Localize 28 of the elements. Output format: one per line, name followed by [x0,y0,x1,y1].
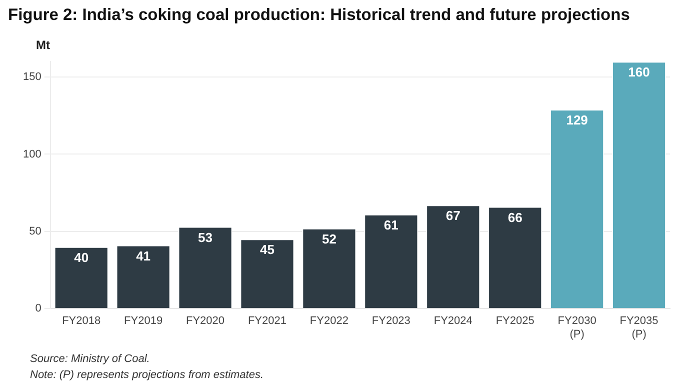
data-label: 45 [260,242,274,258]
y-tick-label: 100 [22,148,42,160]
data-label: 40 [74,250,89,265]
x-tick-label: FY2022 [310,315,348,328]
data-label: 53 [198,230,212,245]
y-tick-label: 150 [22,71,42,84]
text: Note: (P) represents projections from estimates. [30,368,264,383]
y-tick-label: 50 [29,225,42,238]
data-label: 66 [508,210,522,225]
data-label: 52 [322,231,336,246]
x-tick-label: FY2025 [496,315,534,328]
data-label: 61 [384,218,398,233]
x-tick-label: FY2020 [186,315,225,328]
x-tick-label: FY2030 (P) [558,315,596,340]
x-tick-label: FY2019 [124,315,163,328]
data-label: 129 [566,112,588,128]
data-label: 67 [446,208,460,224]
data-label: 41 [136,248,151,264]
data-label: 160 [628,64,650,80]
x-tick-label: FY2024 [434,315,472,328]
x-tick-label: FY2035 (P) [620,315,658,340]
y-tick-label: 0 [35,302,42,315]
y-axis-title: Mt [36,38,50,52]
source-note: Source: Ministry of Coal. [30,352,151,367]
x-tick-label: FY2023 [372,315,410,328]
chart-title: Figure 2: India’s coking coal production: Historical trend and future projections [8,6,630,25]
x-tick-label: FY2018 [62,315,101,328]
x-tick-label: FY2021 [248,315,286,328]
